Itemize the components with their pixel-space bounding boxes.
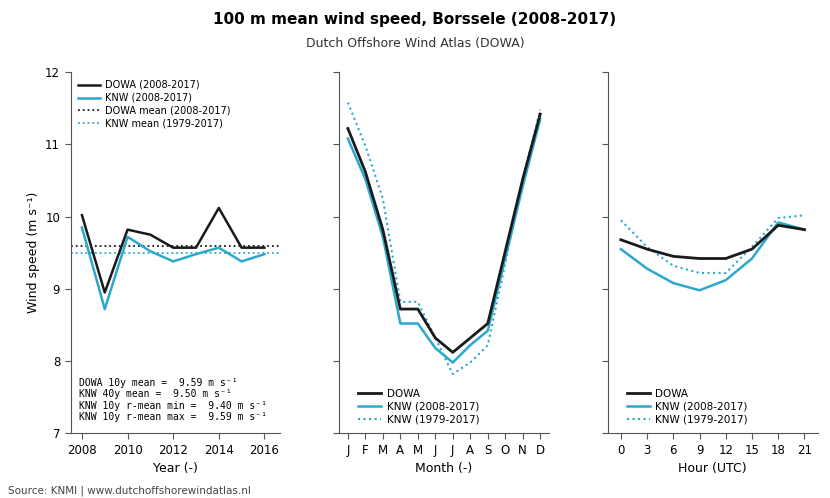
X-axis label: Hour (UTC): Hour (UTC) xyxy=(678,462,747,475)
KNW (1979-2017) xyxy=(483,342,493,348)
KNW (2008-2017) xyxy=(123,234,133,240)
KNW (1979-2017) xyxy=(466,360,476,366)
KNW (1979-2017) xyxy=(430,335,440,341)
DOWA xyxy=(668,253,678,259)
DOWA (2008-2017) xyxy=(260,245,270,250)
KNW (1979-2017) xyxy=(668,263,678,269)
Legend: DOWA, KNW (2008-2017), KNW (1979-2017): DOWA, KNW (2008-2017), KNW (1979-2017) xyxy=(355,385,482,428)
X-axis label: Year (-): Year (-) xyxy=(153,462,198,475)
DOWA (2008-2017) xyxy=(145,232,155,238)
KNW (2008-2017) xyxy=(395,321,405,327)
KNW (2008-2017) xyxy=(518,183,528,189)
DOWA (2008-2017) xyxy=(77,212,87,218)
KNW (2008-2017) xyxy=(483,328,493,334)
KNW (2008-2017) xyxy=(77,225,87,231)
Line: KNW (2008-2017): KNW (2008-2017) xyxy=(348,119,540,363)
KNW (2008-2017) xyxy=(343,135,353,141)
DOWA xyxy=(616,237,626,243)
DOWA xyxy=(799,227,809,233)
KNW (1979-2017) xyxy=(774,215,784,221)
KNW (1979-2017) xyxy=(413,299,422,305)
KNW (2008-2017) xyxy=(448,360,458,366)
KNW (1979-2017) xyxy=(343,100,353,106)
KNW (2008-2017) xyxy=(535,116,545,122)
DOWA xyxy=(720,255,730,261)
KNW (1979-2017) xyxy=(642,244,652,250)
Line: DOWA (2008-2017): DOWA (2008-2017) xyxy=(82,208,265,292)
KNW (1979-2017) xyxy=(535,107,545,113)
KNW (2008-2017) xyxy=(642,265,652,271)
Line: KNW (1979-2017): KNW (1979-2017) xyxy=(621,215,804,273)
Y-axis label: Wind speed (m s⁻¹): Wind speed (m s⁻¹) xyxy=(27,192,40,313)
KNW (2008-2017) xyxy=(747,255,757,261)
Legend: DOWA (2008-2017), KNW (2008-2017), DOWA mean (2008-2017), KNW mean (1979-2017): DOWA (2008-2017), KNW (2008-2017), DOWA … xyxy=(76,77,233,131)
KNW (1979-2017) xyxy=(378,196,388,202)
DOWA xyxy=(535,111,545,117)
KNW (2008-2017) xyxy=(191,251,201,257)
KNW (2008-2017) xyxy=(430,345,440,351)
KNW (2008-2017) xyxy=(378,234,388,240)
KNW (2008-2017) xyxy=(774,220,784,226)
KNW (2008-2017) xyxy=(695,287,705,293)
KNW (2008-2017) xyxy=(616,246,626,252)
Text: 100 m mean wind speed, Borssele (2008-2017): 100 m mean wind speed, Borssele (2008-20… xyxy=(213,12,617,27)
KNW (1979-2017) xyxy=(448,371,458,377)
DOWA xyxy=(395,306,405,312)
KNW (1979-2017) xyxy=(695,270,705,276)
KNW (2008-2017) xyxy=(237,258,247,264)
KNW (2008-2017) xyxy=(168,258,178,264)
KNW (2008-2017) xyxy=(668,280,678,286)
KNW (1979-2017) xyxy=(799,212,809,218)
KNW (2008-2017) xyxy=(500,255,510,261)
KNW (1979-2017) xyxy=(395,299,405,305)
KNW (2008-2017) xyxy=(720,277,730,283)
Text: Dutch Offshore Wind Atlas (DOWA): Dutch Offshore Wind Atlas (DOWA) xyxy=(305,37,525,50)
DOWA (2008-2017) xyxy=(123,227,133,233)
Text: Source: KNMI | www.dutchoffshorewindatlas.nl: Source: KNMI | www.dutchoffshorewindatla… xyxy=(8,485,251,496)
DOWA xyxy=(360,169,370,175)
KNW (1979-2017) xyxy=(518,176,528,182)
KNW (2008-2017) xyxy=(360,176,370,182)
KNW (2008-2017) xyxy=(100,306,110,312)
DOWA (2008-2017) xyxy=(237,245,247,250)
DOWA (2008-2017) xyxy=(191,245,201,250)
DOWA (2008-2017) xyxy=(100,289,110,295)
KNW (2008-2017) xyxy=(260,251,270,257)
Legend: DOWA, KNW (2008-2017), KNW (1979-2017): DOWA, KNW (2008-2017), KNW (1979-2017) xyxy=(624,385,751,428)
Line: KNW (2008-2017): KNW (2008-2017) xyxy=(621,223,804,290)
Line: DOWA: DOWA xyxy=(348,114,540,353)
DOWA xyxy=(466,335,476,341)
X-axis label: Month (-): Month (-) xyxy=(416,462,472,475)
DOWA xyxy=(448,350,458,356)
KNW (2008-2017) xyxy=(413,321,422,327)
Line: DOWA: DOWA xyxy=(621,225,804,258)
DOWA xyxy=(430,335,440,341)
KNW (1979-2017) xyxy=(747,244,757,250)
KNW (2008-2017) xyxy=(214,245,224,250)
KNW (1979-2017) xyxy=(616,217,626,223)
DOWA (2008-2017) xyxy=(214,205,224,211)
DOWA xyxy=(413,306,422,312)
DOWA (2008-2017) xyxy=(168,245,178,250)
DOWA xyxy=(483,321,493,327)
DOWA xyxy=(500,249,510,254)
DOWA xyxy=(695,255,705,261)
KNW (2008-2017) xyxy=(799,227,809,233)
KNW (2008-2017) xyxy=(466,342,476,348)
Text: DOWA 10y mean =  9.59 m s⁻¹
KNW 40y mean =  9.50 m s⁻¹
KNW 10y r-mean min =  9.4: DOWA 10y mean = 9.59 m s⁻¹ KNW 40y mean … xyxy=(79,377,267,422)
DOWA xyxy=(642,246,652,252)
DOWA xyxy=(518,176,528,182)
KNW (2008-2017) xyxy=(145,249,155,254)
KNW (1979-2017) xyxy=(720,270,730,276)
Line: KNW (1979-2017): KNW (1979-2017) xyxy=(348,103,540,374)
DOWA xyxy=(774,222,784,228)
Line: KNW (2008-2017): KNW (2008-2017) xyxy=(82,228,265,309)
KNW (1979-2017) xyxy=(360,143,370,149)
DOWA xyxy=(343,125,353,131)
DOWA xyxy=(747,246,757,252)
DOWA xyxy=(378,227,388,233)
KNW (1979-2017) xyxy=(500,260,510,266)
